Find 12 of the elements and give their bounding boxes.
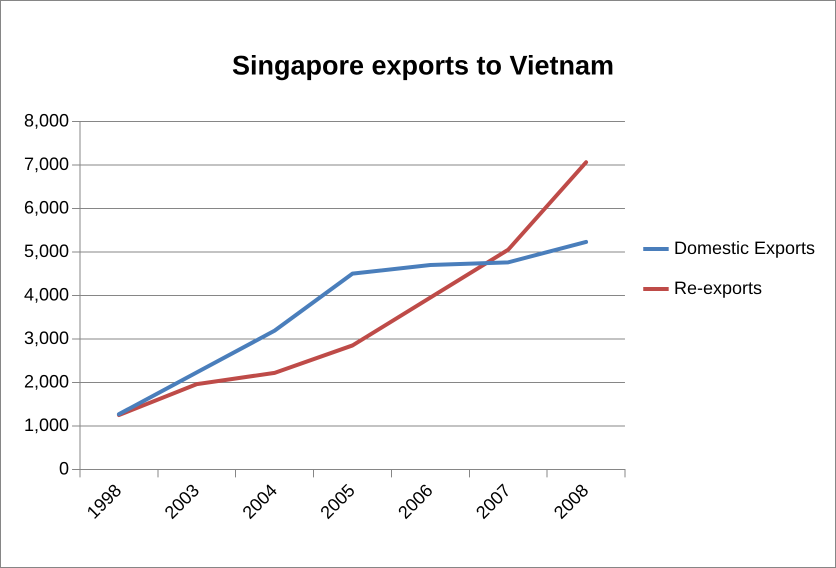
y-tick-label: 8,000	[24, 110, 70, 130]
y-tick-label: 1,000	[24, 414, 70, 435]
y-tick-label: 7,000	[24, 154, 70, 174]
y-tick-label: 5,000	[24, 240, 70, 261]
y-tick-label: 3,000	[24, 328, 70, 348]
chart-title: Singapore exports to Vietnam	[232, 50, 614, 81]
y-tick-label: 6,000	[24, 197, 70, 218]
y-tick-label: 0	[59, 458, 70, 478]
legend-label: Re-exports	[674, 278, 762, 298]
legend-label: Domestic Exports	[674, 238, 816, 258]
y-tick-label: 2,000	[24, 371, 70, 392]
y-tick-label: 4,000	[24, 284, 70, 304]
